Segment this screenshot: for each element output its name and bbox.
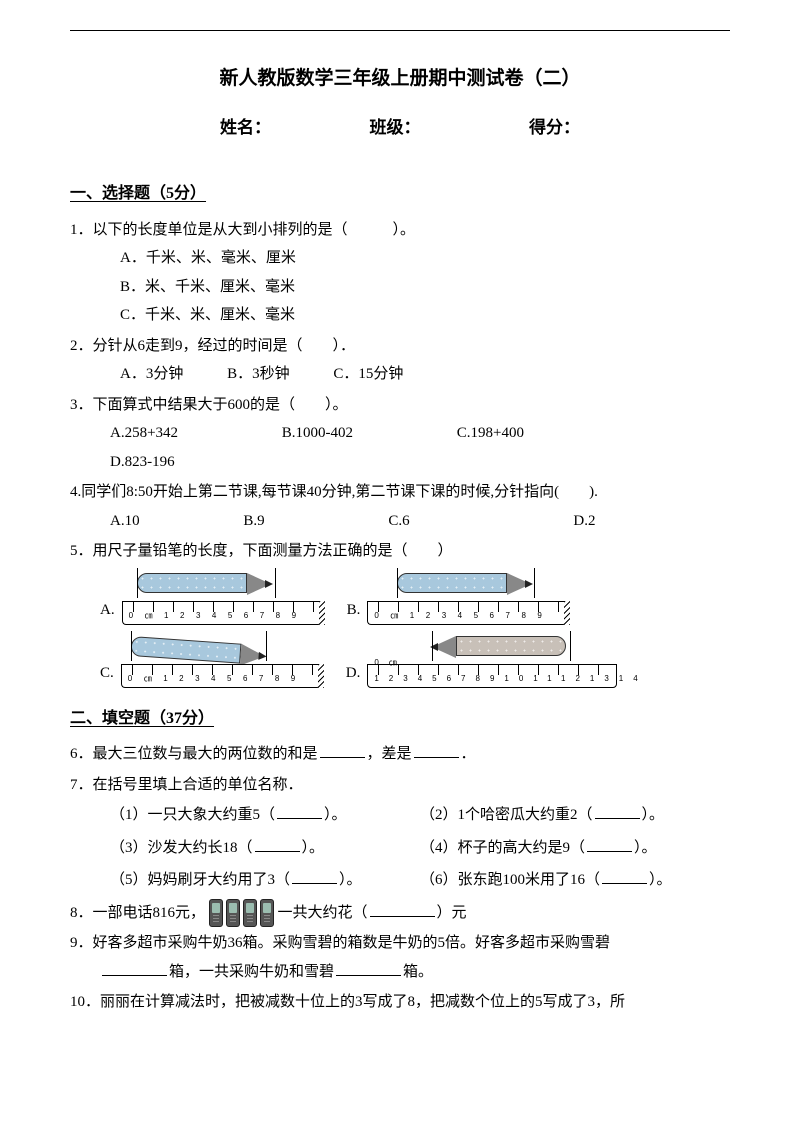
- ruler-nums: 0㎝1234567891011121314: [374, 655, 647, 685]
- q4: 4.同学们8:50开始上第二节课,每节课40分钟,第二节课下课的时候,分针指向(…: [70, 478, 730, 535]
- q4-opt-b: B.9: [203, 507, 264, 536]
- q5-opt-d: D. 0㎝1234567891011121314: [346, 633, 623, 688]
- q7-i1: （1）一只大象大约重5（: [110, 807, 275, 823]
- q7-i4: （4）杯子的高大约是9（: [420, 840, 585, 856]
- blank[interactable]: [587, 835, 632, 852]
- q2-opt-a: A．3分钟: [120, 360, 183, 389]
- q3-opt-a: A.258+342: [70, 419, 178, 448]
- student-info-line: 姓名： 班级： 得分：: [70, 112, 730, 144]
- q4-opt-a: A.10: [70, 507, 140, 536]
- blank[interactable]: [320, 742, 365, 759]
- q7-i6: （6）张东跑100米用了16（: [420, 872, 600, 888]
- phone-icon: [260, 899, 274, 927]
- q3-opt-d: D.823-196: [70, 448, 175, 477]
- q5-stem: 5．用尺子量铅笔的长度，下面测量方法正确的是（ ）: [70, 537, 730, 566]
- q2-opt-c: C．15分钟: [333, 360, 403, 389]
- ruler-figure-a: 0㎝123456789: [117, 570, 327, 625]
- q3: 3．下面算式中结果大于600的是（ ）。 A.258+342 B.1000-40…: [70, 391, 730, 477]
- q9-p1: 9．好客多超市采购牛奶36箱。采购雪碧的箱数是牛奶的5倍。好客多超市采购雪碧: [70, 929, 730, 958]
- q7-i3: （3）沙发大约长18（: [110, 840, 253, 856]
- class-label: 班级：: [370, 112, 421, 144]
- ruler-figure-d: 0㎝1234567891011121314: [362, 633, 622, 688]
- q3-stem: 3．下面算式中结果大于600的是（ ）。: [70, 391, 730, 420]
- paren-close: ）。: [649, 872, 672, 888]
- exam-title: 新人教版数学三年级上册期中测试卷（二）: [70, 61, 730, 97]
- phone-icon: [209, 899, 223, 927]
- q1-stem: 1．以下的长度单位是从大到小排列的是（ ）。: [70, 216, 730, 245]
- blank[interactable]: [255, 835, 300, 852]
- q8: 8．一部电话816元， 一共大约花（ ）元: [70, 899, 730, 928]
- q3-opt-b: B.1000-402: [242, 419, 353, 448]
- q6-p3: ．: [461, 746, 476, 762]
- q8-p2: 一共大约花（: [278, 905, 368, 921]
- q8-p1: 8．一部电话816元，: [70, 905, 205, 921]
- q2-stem: 2．分针从6走到9，经过的时间是（ ）．: [70, 332, 730, 361]
- q6: 6．最大三位数与最大的两位数的和是 ，差是 ．: [70, 740, 730, 769]
- exam-page: 新人教版数学三年级上册期中测试卷（二） 姓名： 班级： 得分： 一、选择题（5分…: [0, 0, 800, 1059]
- q5: 5．用尺子量铅笔的长度，下面测量方法正确的是（ ） A. 0㎝123456789…: [70, 537, 730, 692]
- q7: 7．在括号里填上合适的单位名称． （1）一只大象大约重5（ ）。 （2）1个哈密瓜…: [70, 771, 730, 897]
- q5-label-d: D.: [346, 659, 361, 688]
- q9-p3: 箱。: [403, 964, 433, 980]
- blank[interactable]: [102, 959, 167, 976]
- q5-label-a: A.: [100, 596, 115, 625]
- q3-opt-c: C.198+400: [417, 419, 524, 448]
- q7-i5: （5）妈妈刷牙大约用了3（: [110, 872, 290, 888]
- q5-opt-a: A. 0㎝123456789: [100, 570, 327, 625]
- q2: 2．分针从6走到9，经过的时间是（ ）． A．3分钟 B．3秒钟 C．15分钟: [70, 332, 730, 389]
- paren-close: ）。: [339, 872, 362, 888]
- q5-label-c: C.: [100, 659, 114, 688]
- q5-opt-b: B. 0㎝123456789: [347, 570, 573, 625]
- phone-icons: [209, 899, 274, 927]
- blank[interactable]: [277, 803, 322, 820]
- section-2-header: 二、填空题（37分）: [70, 704, 730, 734]
- blank[interactable]: [336, 959, 401, 976]
- ruler-nums: 0㎝123456789: [374, 608, 553, 623]
- top-rule: [70, 30, 730, 31]
- blank[interactable]: [370, 900, 435, 917]
- q4-opt-d: D.2: [533, 507, 595, 536]
- paren-close: ）。: [634, 840, 657, 856]
- name-label: 姓名：: [220, 112, 271, 144]
- q1-opt-b: B．米、千米、厘米、毫米: [120, 273, 730, 302]
- q7-i2: （2）1个哈密瓜大约重2（: [420, 807, 593, 823]
- section-1-header: 一、选择题（5分）: [70, 179, 730, 209]
- blank[interactable]: [414, 742, 459, 759]
- ruler-figure-c: 0㎝123456789: [116, 633, 326, 688]
- q1: 1．以下的长度单位是从大到小排列的是（ ）。 A．千米、米、毫米、厘米 B．米、…: [70, 216, 730, 330]
- q9: 9．好客多超市采购牛奶36箱。采购雪碧的箱数是牛奶的5倍。好客多超市采购雪碧 箱…: [70, 929, 730, 986]
- q8-p3: ）元: [437, 905, 467, 921]
- q5-label-b: B.: [347, 596, 361, 625]
- blank[interactable]: [595, 803, 640, 820]
- paren-close: ）。: [302, 840, 325, 856]
- q9-p2: 箱，一共采购牛奶和雪碧: [169, 964, 334, 980]
- blank[interactable]: [602, 868, 647, 885]
- q4-stem: 4.同学们8:50开始上第二节课,每节课40分钟,第二节课下课的时候,分针指向(…: [70, 478, 730, 507]
- q4-opt-c: C.6: [348, 507, 409, 536]
- q1-opt-a: A．千米、米、毫米、厘米: [120, 244, 730, 273]
- score-label: 得分：: [529, 112, 580, 144]
- phone-icon: [243, 899, 257, 927]
- paren-close: ）。: [642, 807, 665, 823]
- q5-opt-c: C. 0㎝123456789: [100, 633, 326, 688]
- ruler-nums: 0㎝123456789: [128, 671, 307, 686]
- q1-opt-c: C．千米、米、厘米、毫米: [120, 301, 730, 330]
- blank[interactable]: [292, 868, 337, 885]
- q10: 10．丽丽在计算减法时，把被减数十位上的3写成了8，把减数个位上的5写成了3，所: [70, 988, 730, 1017]
- ruler-nums: 0㎝123456789: [129, 608, 308, 623]
- q6-p1: 6．最大三位数与最大的两位数的和是: [70, 746, 318, 762]
- q7-stem: 7．在括号里填上合适的单位名称．: [70, 771, 730, 800]
- q2-opt-b: B．3秒钟: [227, 360, 290, 389]
- q6-p2: ，差是: [367, 746, 412, 762]
- phone-icon: [226, 899, 240, 927]
- ruler-figure-b: 0㎝123456789: [362, 570, 572, 625]
- paren-close: ）。: [324, 807, 347, 823]
